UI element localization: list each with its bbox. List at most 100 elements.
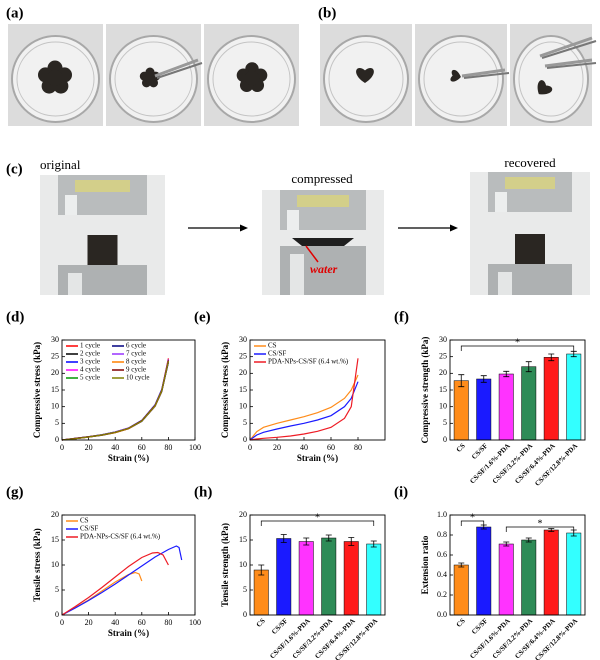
x-tick-label: 100 xyxy=(189,443,201,452)
legend-label: 8 cycle xyxy=(126,358,146,366)
x-tick-label: CS/SF/3.2%-PDA xyxy=(291,617,334,660)
bar xyxy=(543,357,559,441)
hydrogel-center xyxy=(47,70,63,86)
x-tick-label: 20 xyxy=(85,618,93,627)
panel-label: (i) xyxy=(394,484,408,500)
x-tick-label: CS xyxy=(455,442,467,454)
error-bar xyxy=(458,374,465,388)
y-tick-label: 5 xyxy=(55,418,59,427)
y-axis-label: Tensile stress (kPa) xyxy=(32,528,42,602)
significance-label: * xyxy=(515,337,520,348)
bar xyxy=(298,541,314,616)
y-axis-label: Compressive stress (kPa) xyxy=(32,342,42,438)
upper-clamp-shine xyxy=(495,192,507,212)
significance-label: * xyxy=(538,518,543,529)
upper-clamp-shine xyxy=(287,210,299,230)
plot-frame xyxy=(61,339,196,441)
y-tick-label: 15 xyxy=(239,385,247,394)
bar xyxy=(453,564,469,616)
x-axis-label: Strain (%) xyxy=(108,453,149,463)
petri-dish-inner xyxy=(212,41,291,117)
bar xyxy=(253,569,269,616)
sample-compressed xyxy=(292,238,354,246)
lower-clamp-shine xyxy=(498,272,512,295)
x-tick-label: CS xyxy=(455,617,467,629)
arrowhead xyxy=(240,224,248,232)
y-tick-label: 0.4 xyxy=(437,570,447,579)
panel-label: (e) xyxy=(194,309,211,325)
legend-label: 3 cycle xyxy=(80,358,100,366)
y-tick-label: 0.6 xyxy=(437,550,447,559)
x-tick-label: 80 xyxy=(164,618,172,627)
significance-label: * xyxy=(315,512,320,523)
plot-frame xyxy=(249,339,386,441)
bar xyxy=(521,366,537,441)
photo-caption: compressed xyxy=(291,171,353,186)
legend-label: 4 cycle xyxy=(80,366,100,374)
x-tick-label: 0 xyxy=(248,443,252,452)
y-axis-label: Compressive stress (kPa) xyxy=(220,342,230,438)
plot-frame xyxy=(61,514,196,616)
error-bar xyxy=(258,564,265,576)
legend-label: 10 cycle xyxy=(126,374,150,382)
hydrogel-center xyxy=(145,73,155,83)
panel-label: (h) xyxy=(194,484,212,500)
tweezer xyxy=(154,58,199,78)
legend-label: 6 cycle xyxy=(126,342,146,350)
y-tick-label: 1.0 xyxy=(437,510,447,519)
series-line xyxy=(61,360,169,441)
bar xyxy=(521,539,537,616)
x-tick-label: CS/SF xyxy=(270,617,289,636)
bar xyxy=(543,529,559,616)
hydrogel-heart xyxy=(450,69,461,82)
x-tick-label: 0 xyxy=(60,618,64,627)
series-line xyxy=(61,359,169,441)
legend-label: 2 cycle xyxy=(80,350,100,358)
bar xyxy=(498,373,514,441)
x-tick-label: 60 xyxy=(138,443,146,452)
legend-label: 9 cycle xyxy=(126,366,146,374)
lower-clamp-shine xyxy=(290,254,304,295)
x-tick-label: CS/SF xyxy=(470,442,489,461)
error-bar xyxy=(570,350,577,358)
x-tick-label: CS/SF/6.4%-PDA xyxy=(513,442,556,485)
error-bar xyxy=(303,537,310,546)
legend-label: PDA-NPs-CS/SF (6.4 wt.%) xyxy=(268,358,349,366)
x-tick-label: CS xyxy=(255,617,267,629)
tweezer xyxy=(463,72,510,79)
x-axis-label: Strain (%) xyxy=(297,453,338,463)
upper-clamp-band xyxy=(75,180,130,192)
panel-label: (f) xyxy=(394,309,409,325)
legend-label: CS/SF xyxy=(80,525,98,533)
panel-label: (c) xyxy=(6,161,23,177)
y-tick-label: 0.2 xyxy=(437,590,447,599)
petri-dish xyxy=(513,35,589,123)
y-tick-label: 10 xyxy=(239,401,247,410)
petri-dish-inner xyxy=(518,41,584,117)
bar xyxy=(276,538,292,616)
petri-dish-inner xyxy=(16,41,95,117)
petri-dish-inner xyxy=(114,41,193,117)
series-line xyxy=(61,551,169,616)
bar xyxy=(453,380,469,441)
y-tick-label: 5 xyxy=(55,585,59,594)
y-tick-label: 25 xyxy=(439,351,447,360)
y-tick-label: 10 xyxy=(51,401,59,410)
series-line xyxy=(61,361,169,441)
error-bar xyxy=(280,534,287,543)
petri-dish-inner xyxy=(328,41,404,117)
petri-dish xyxy=(418,35,504,123)
plot-frame xyxy=(449,514,586,616)
y-tick-label: 25 xyxy=(51,351,59,360)
water-label: water xyxy=(310,262,338,276)
series-line xyxy=(249,374,359,441)
y-tick-label: 25 xyxy=(239,351,247,360)
significance-label: * xyxy=(470,512,475,523)
bar xyxy=(566,532,582,616)
tweezer xyxy=(541,40,597,59)
tweezer xyxy=(156,62,203,79)
x-tick-label: 60 xyxy=(327,443,335,452)
tweezer xyxy=(539,36,593,58)
y-tick-label: 30 xyxy=(239,335,247,344)
error-bar xyxy=(548,353,555,362)
